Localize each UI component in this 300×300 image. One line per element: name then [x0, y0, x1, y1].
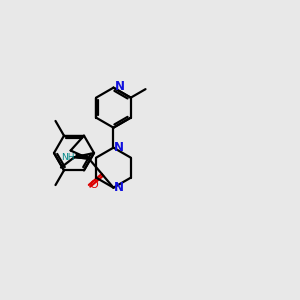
Text: O: O	[89, 180, 98, 190]
Text: NH: NH	[61, 153, 74, 162]
Text: N: N	[115, 80, 124, 93]
Text: N: N	[113, 141, 124, 154]
Text: N: N	[113, 181, 124, 194]
